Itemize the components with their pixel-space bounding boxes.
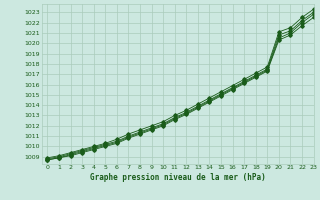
X-axis label: Graphe pression niveau de la mer (hPa): Graphe pression niveau de la mer (hPa) [90, 173, 266, 182]
